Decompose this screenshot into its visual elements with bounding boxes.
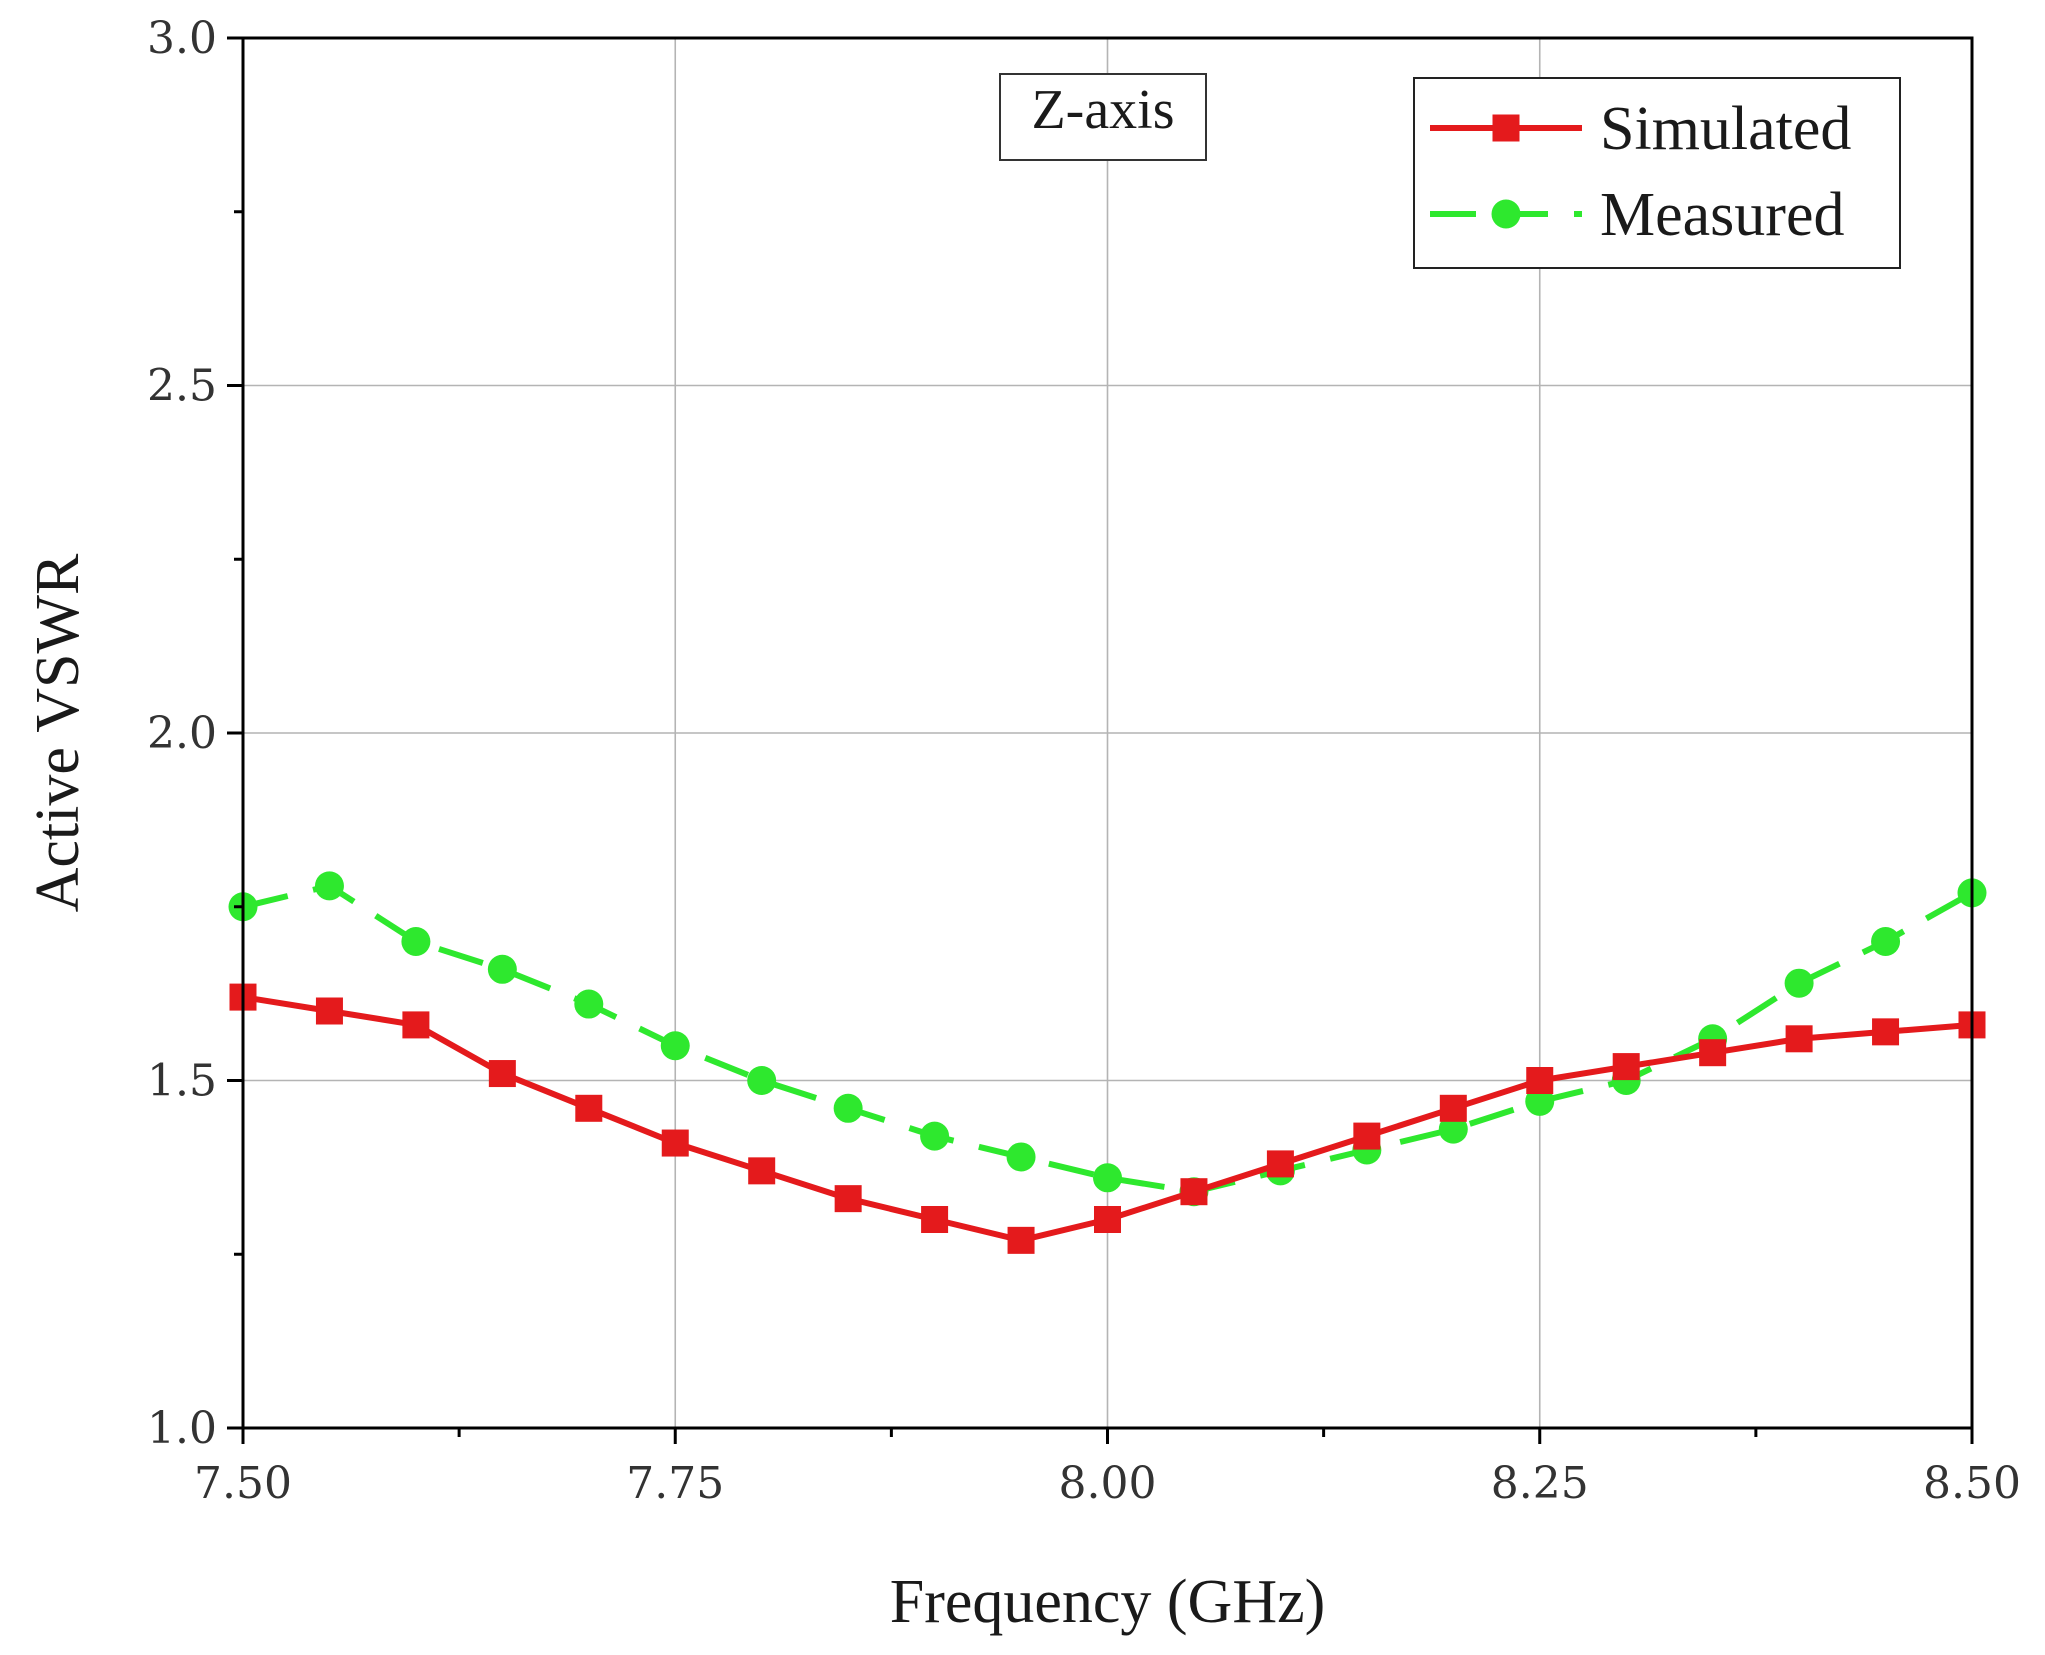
simulated-point — [1353, 1122, 1381, 1150]
measured-point — [1093, 1163, 1122, 1193]
y-tick-label: 2.0 — [147, 708, 217, 759]
measured-point — [660, 1031, 690, 1061]
x-axis-title: Frequency (GHz) — [890, 1568, 1326, 1636]
simulated-point — [1612, 1053, 1640, 1081]
simulated-point — [834, 1185, 862, 1213]
simulated-point — [1266, 1150, 1294, 1178]
measured-point — [1784, 968, 1814, 998]
x-tick-label: 8.00 — [1059, 1458, 1157, 1509]
x-tick-label: 8.25 — [1491, 1458, 1589, 1509]
simulated-point — [1094, 1206, 1121, 1233]
x-tick-label: 7.75 — [626, 1458, 724, 1509]
simulated-point — [1699, 1039, 1727, 1067]
simulated-point — [748, 1157, 776, 1185]
y-tick-label: 2.5 — [147, 361, 217, 412]
legend-label-simulated: Simulated — [1600, 95, 1851, 163]
measured-line — [242, 882, 1974, 1195]
measured-point — [574, 989, 604, 1019]
measured-point — [1871, 927, 1901, 956]
y-tick-label: 1.5 — [147, 1056, 217, 1107]
legend-marker-measured — [1491, 199, 1521, 229]
legend: Simulated Measured — [1413, 77, 1901, 269]
legend-item-measured: Measured — [1430, 181, 1844, 249]
annotation-box: Z-axis — [999, 73, 1207, 161]
legend-marker-simulated — [1492, 114, 1520, 142]
y-tick-label: 1.0 — [147, 1403, 217, 1454]
simulated-point — [402, 1011, 430, 1039]
y-tick-label: 3.0 — [147, 13, 217, 64]
simulated-point — [1526, 1067, 1554, 1094]
series-group — [228, 871, 1987, 1254]
grid — [243, 38, 1972, 1428]
axis-ticks: 7.50 7.75 8.00 8.25 8.50 1.0 1.5 2.0 2.5 3.0 — [147, 13, 2021, 1509]
simulated-point — [315, 997, 343, 1025]
legend-item-simulated: Simulated — [1430, 95, 1851, 163]
annotation-text: Z-axis — [1031, 79, 1174, 141]
simulated-point — [1180, 1178, 1208, 1206]
simulated-point — [1872, 1018, 1900, 1046]
measured-point — [1525, 1086, 1555, 1116]
measured-point — [747, 1066, 777, 1095]
legend-label-measured: Measured — [1600, 181, 1844, 249]
measured-point — [1438, 1114, 1468, 1144]
simulated-point — [1007, 1226, 1035, 1254]
simulated-point — [1439, 1094, 1467, 1122]
simulated-point — [1785, 1025, 1813, 1053]
annotation-border — [999, 73, 1207, 161]
y-axis-title: Active VSWR — [24, 553, 92, 912]
measured-point — [314, 871, 344, 901]
x-tick-label: 8.50 — [1923, 1458, 2021, 1509]
x-tick-label: 7.50 — [194, 1458, 292, 1509]
legend-border — [1413, 77, 1901, 269]
simulated-point — [921, 1206, 949, 1233]
measured-series — [228, 871, 1987, 1207]
simulated-point — [488, 1060, 516, 1088]
simulated-point — [661, 1129, 689, 1157]
measured-point — [1006, 1142, 1036, 1172]
simulated-point — [575, 1094, 603, 1122]
measured-point — [401, 927, 431, 956]
measured-point — [833, 1093, 863, 1123]
measured-point — [920, 1121, 950, 1151]
measured-point — [487, 954, 517, 984]
legend-entries: Simulated Measured — [1430, 95, 1851, 249]
